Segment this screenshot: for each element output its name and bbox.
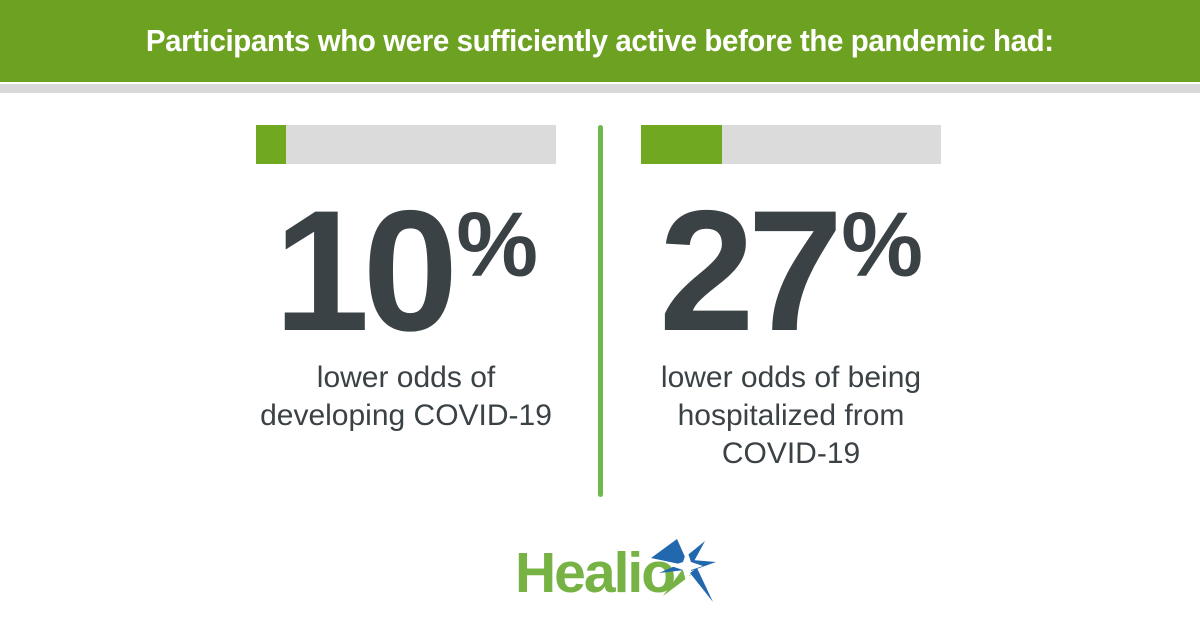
header-strip	[0, 84, 1200, 93]
stat-block-covid-odds: 10 % lower odds of developing COVID-19	[256, 125, 556, 435]
stat-description-line: COVID-19	[721, 437, 861, 470]
stat-description-line: lower odds of being	[660, 361, 922, 394]
stat-description-line: lower odds of	[316, 361, 496, 394]
percent-sign: %	[456, 194, 539, 296]
progress-bar-fill	[256, 125, 286, 164]
progress-bar-track	[256, 125, 556, 164]
stat-value-number: 10	[273, 175, 458, 367]
stat-value-number: 27	[658, 175, 843, 367]
stat-description: lower odds of developing COVID-19	[256, 359, 556, 435]
stat-description: lower odds of being hospitalized from COVI…	[641, 359, 941, 473]
percent-sign: %	[841, 194, 924, 296]
footer-logo: Healio	[515, 539, 775, 620]
page-title: Participants who were sufficiently activ…	[146, 23, 1054, 58]
healio-starburst-icon	[651, 539, 716, 602]
stat-description-line: hospitalized from	[677, 399, 905, 432]
progress-bar-fill	[641, 125, 722, 164]
stat-value: 10 %	[256, 185, 556, 357]
stat-value: 27 %	[641, 185, 941, 357]
progress-bar-track	[641, 125, 941, 164]
header-banner: Participants who were sufficiently activ…	[0, 0, 1200, 82]
stat-description-line: developing COVID-19	[260, 399, 552, 432]
healio-logo-text: Healio	[515, 541, 676, 605]
stat-block-hospitalization-odds: 27 % lower odds of being hospitalized fro…	[641, 125, 941, 473]
vertical-divider	[598, 125, 603, 497]
stats-row: 10 % lower odds of developing COVID-19 27…	[0, 125, 1200, 497]
